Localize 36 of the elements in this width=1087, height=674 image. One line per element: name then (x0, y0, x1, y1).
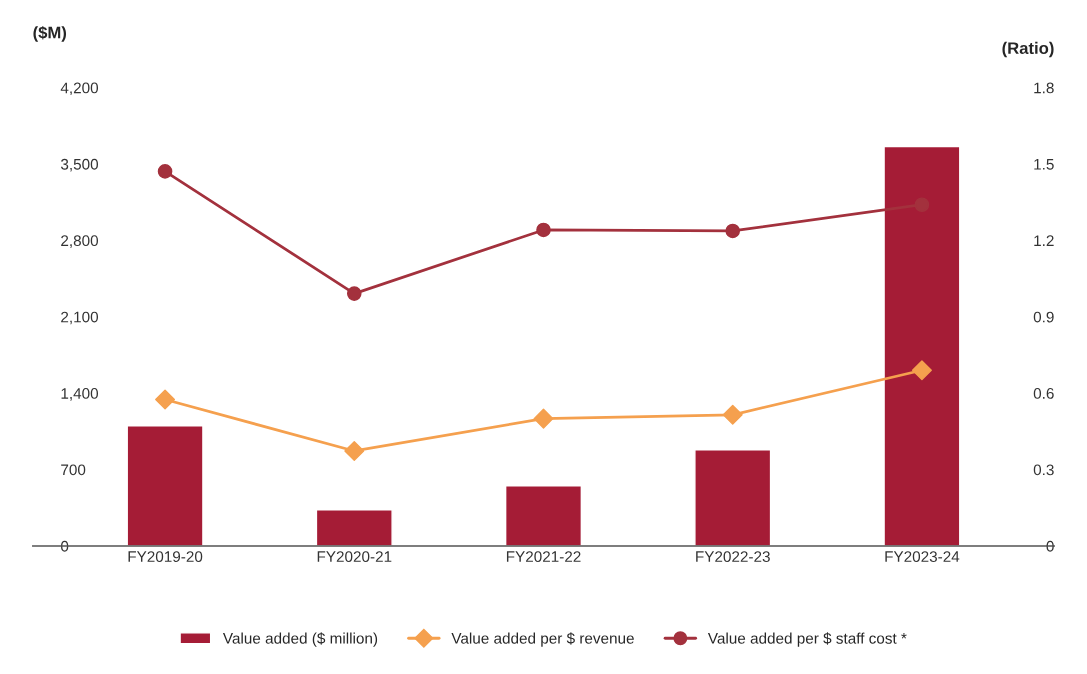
x-tick-label: FY2022-23 (696, 551, 770, 563)
bar (504, 485, 583, 546)
bar (694, 449, 772, 546)
legend-label: Value added ($ million) (222, 632, 378, 647)
y2-tick-label: 1.8 (1034, 82, 1054, 94)
y-tick-label: 3,500 (60, 158, 99, 172)
x-tick-label: FY2021-22 (506, 551, 581, 563)
y-tick-label: 2,100 (61, 311, 99, 325)
y2-tick-label: 1.2 (1034, 235, 1054, 246)
y-axis-title: ($M) (33, 25, 67, 42)
point (155, 389, 176, 410)
y-tick-label: 1,400 (61, 388, 99, 401)
point (536, 222, 551, 238)
y-tick-label: 4,200 (60, 82, 99, 96)
y2-tick-label: 0.6 (1033, 388, 1054, 399)
y2-tick-label: 0.3 (1033, 464, 1054, 476)
point (722, 404, 743, 425)
point (725, 223, 741, 239)
point (157, 164, 173, 179)
y2-axis-title: (Ratio) (1002, 41, 1054, 58)
x-tick-label: FY2020-21 (317, 551, 392, 563)
point (533, 408, 554, 429)
x-tick-label: FY2023-24 (885, 551, 960, 563)
legend-label: Value added per $ staff cost * (707, 632, 907, 647)
y2-tick-label: 0.9 (1033, 311, 1054, 323)
y-tick-label: 2,800 (61, 235, 99, 248)
bar (315, 509, 393, 546)
point (344, 440, 365, 461)
x-tick-label: FY2019-20 (128, 551, 203, 563)
y-tick-label: 700 (61, 464, 86, 476)
legend-label: Value added per $ revenue (451, 632, 634, 647)
point (346, 286, 362, 301)
bar (126, 425, 204, 546)
point (911, 360, 932, 381)
bar (883, 145, 961, 546)
y2-tick-label: 1.5 (1034, 159, 1054, 170)
